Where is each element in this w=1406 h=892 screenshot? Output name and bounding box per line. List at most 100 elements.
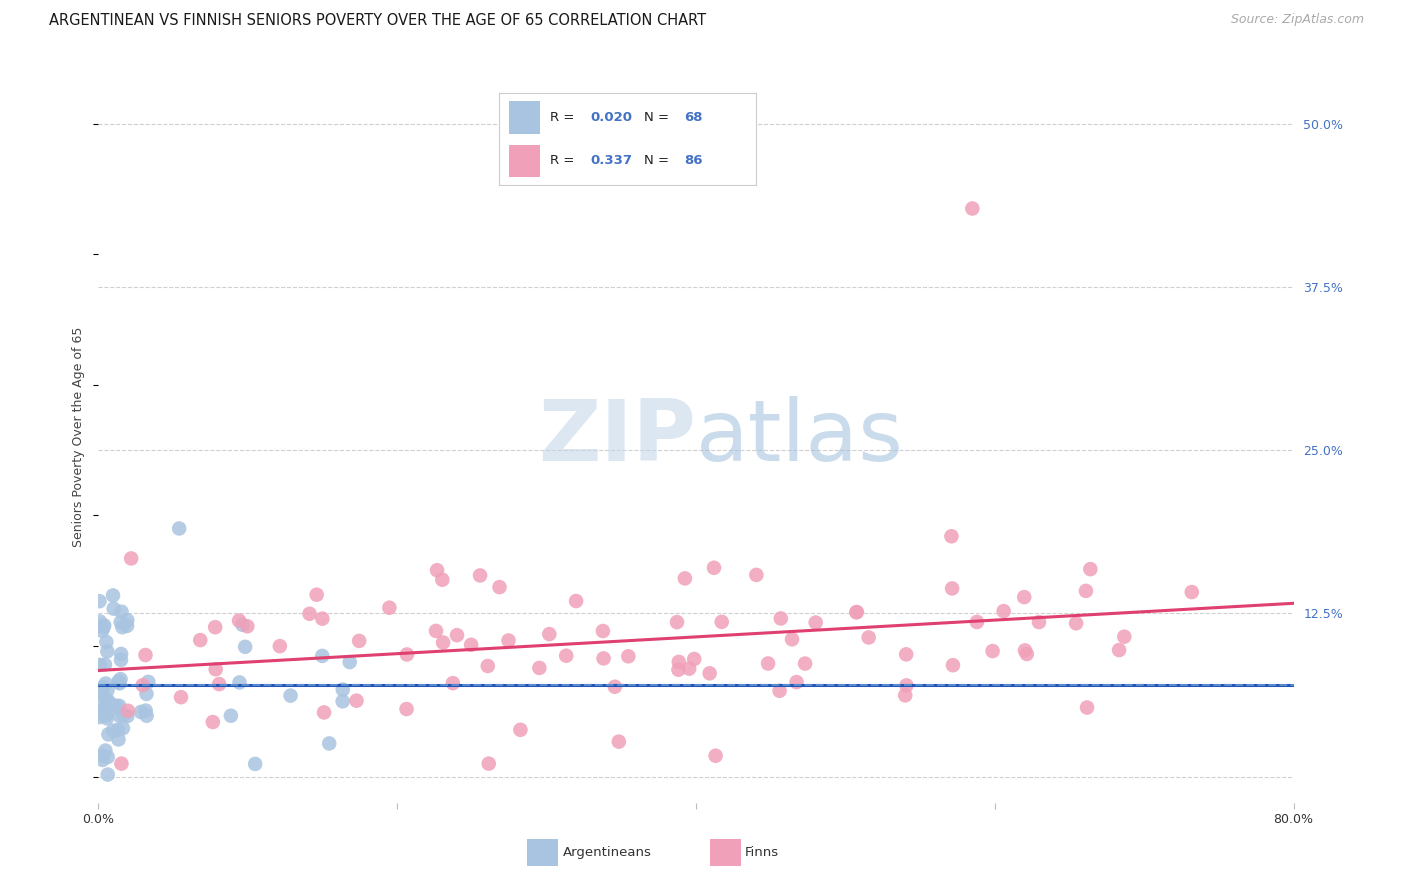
Point (1114, 630, 1136, 644)
Point (236, 619, 259, 633)
Point (395, 648, 418, 662)
Point (232, 617, 254, 632)
Point (678, 662, 700, 676)
Point (101, 589, 124, 603)
Point (167, 521, 190, 535)
Point (845, 605, 868, 619)
Point (112, 708, 135, 723)
Point (395, 702, 418, 716)
Point (668, 655, 690, 669)
Point (710, 615, 733, 629)
Point (962, 202, 984, 216)
Point (768, 683, 790, 698)
Point (117, 613, 139, 627)
Point (346, 693, 368, 707)
Point (993, 604, 1015, 618)
Point (488, 580, 510, 594)
Point (111, 721, 134, 735)
Point (91, 680, 114, 694)
Point (941, 582, 963, 596)
Point (101, 723, 124, 738)
Point (111, 620, 134, 634)
Point (538, 627, 561, 641)
Point (117, 704, 139, 718)
Point (94, 701, 117, 715)
Point (894, 689, 917, 703)
Point (101, 701, 124, 715)
Point (1015, 647, 1038, 661)
Point (204, 662, 226, 676)
Point (311, 612, 333, 626)
Point (339, 655, 361, 669)
Point (704, 748, 727, 763)
Point (97, 767, 120, 781)
Point (110, 615, 132, 629)
Point (188, 633, 211, 648)
Point (498, 633, 520, 648)
Point (894, 648, 917, 662)
Point (1078, 562, 1101, 576)
Point (228, 675, 250, 690)
Point (460, 638, 482, 652)
Point (666, 615, 689, 629)
Point (120, 551, 142, 566)
Point (135, 708, 157, 723)
Point (107, 723, 129, 737)
Point (966, 615, 988, 629)
Point (107, 674, 129, 689)
Point (233, 640, 256, 654)
Point (786, 675, 808, 690)
Point (94, 676, 117, 690)
Point (1064, 616, 1087, 631)
Point (117, 709, 139, 723)
Point (94, 657, 117, 672)
Point (426, 563, 449, 577)
Point (110, 672, 132, 686)
Point (115, 619, 138, 633)
Point (97, 750, 120, 764)
Point (699, 666, 721, 681)
Point (107, 732, 129, 747)
Point (942, 658, 965, 673)
Point (204, 620, 226, 634)
Point (91, 753, 114, 767)
Point (509, 723, 531, 737)
Point (94, 743, 117, 757)
Point (703, 561, 725, 575)
Point (135, 704, 157, 718)
Point (136, 674, 159, 689)
Point (425, 624, 447, 638)
Point (280, 689, 302, 703)
Point (89, 594, 111, 608)
Point (683, 652, 706, 666)
Point (98, 697, 121, 711)
Point (108, 709, 131, 723)
Point (110, 605, 132, 619)
Point (219, 708, 242, 723)
Point (318, 736, 340, 750)
Point (87, 710, 110, 724)
Point (432, 573, 454, 587)
Point (794, 657, 817, 671)
Point (858, 631, 880, 645)
Point (529, 661, 551, 675)
Point (96, 635, 118, 649)
Point (96, 644, 118, 658)
Point (981, 644, 1004, 658)
Text: Argentineans: Argentineans (562, 847, 651, 859)
Point (347, 634, 370, 648)
Point (745, 567, 768, 582)
Point (565, 594, 588, 608)
Text: atlas: atlas (696, 395, 904, 479)
Point (110, 653, 132, 667)
Point (1076, 700, 1098, 714)
Point (441, 676, 464, 690)
Point (592, 624, 614, 638)
Point (129, 705, 152, 719)
Point (97, 683, 120, 698)
Point (432, 635, 454, 649)
Point (332, 694, 354, 708)
Text: ZIP: ZIP (538, 395, 696, 479)
Point (298, 607, 321, 621)
Point (1108, 643, 1130, 657)
